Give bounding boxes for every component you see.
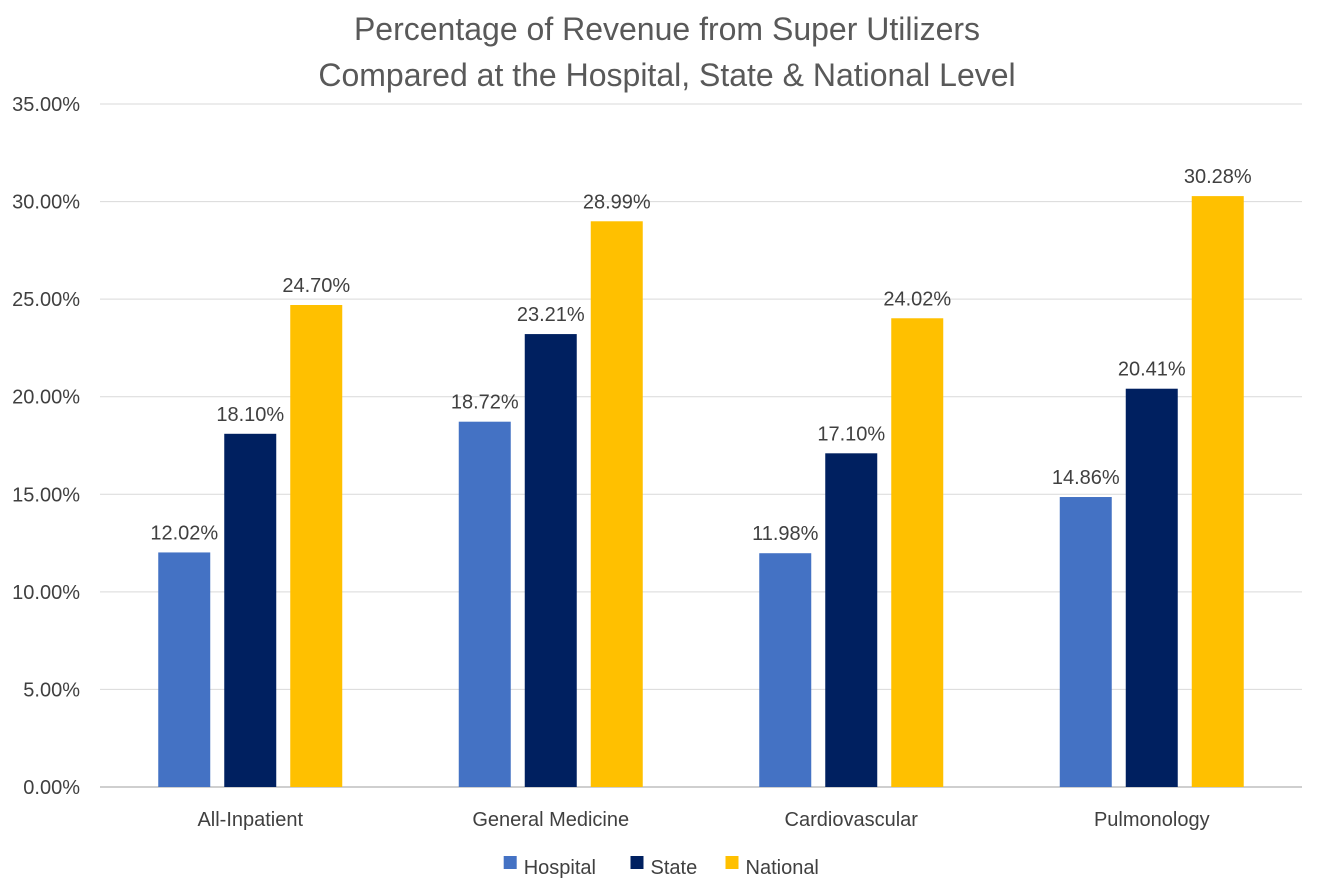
y-tick-label: 30.00% xyxy=(12,192,80,214)
data-label: 18.10% xyxy=(216,404,284,426)
bar-national-2 xyxy=(891,318,944,787)
bar-state-2 xyxy=(825,453,878,787)
data-label: 20.41% xyxy=(1118,359,1186,381)
y-tick-label: 25.00% xyxy=(12,289,80,311)
y-tick-label: 20.00% xyxy=(12,387,80,409)
bar-hospital-3 xyxy=(1059,497,1112,787)
bar-hospital-0 xyxy=(158,552,211,787)
bar-hospital-1 xyxy=(458,421,511,787)
legend-label-hospital: Hospital xyxy=(524,857,596,879)
y-tick-label: 35.00% xyxy=(12,94,80,116)
y-tick-label: 15.00% xyxy=(12,484,80,506)
legend-label-national: National xyxy=(746,857,819,879)
data-label: 24.02% xyxy=(883,288,951,310)
x-axis-ticks: All-Inpatient General Medicine Cardiovascu… xyxy=(197,809,1209,831)
x-tick-label: All-Inpatient xyxy=(197,809,303,831)
x-tick-label: Cardiovascular xyxy=(785,809,919,831)
chart-title-line: Percentage of Revenue from Super Utilize… xyxy=(354,11,980,47)
bar-state-0 xyxy=(224,433,277,787)
bar-state-1 xyxy=(524,334,577,787)
bar-national-3 xyxy=(1191,196,1244,787)
bar-national-0 xyxy=(290,304,343,787)
legend: Hospital State National xyxy=(503,856,819,879)
data-label: 30.28% xyxy=(1184,166,1252,188)
bar-national-1 xyxy=(590,221,643,787)
legend-label-state: State xyxy=(651,857,698,879)
data-label: 28.99% xyxy=(583,191,651,213)
y-tick-label: 0.00% xyxy=(23,777,80,799)
gridlines xyxy=(100,103,1302,788)
chart-title-line: Compared at the Hospital, State & Nation… xyxy=(318,57,1015,93)
data-label: 18.72% xyxy=(451,392,519,414)
legend-swatch-hospital xyxy=(503,856,517,869)
data-label: 24.70% xyxy=(282,275,350,297)
bars xyxy=(158,196,1244,787)
y-tick-label: 10.00% xyxy=(12,582,80,604)
data-label: 12.02% xyxy=(150,522,218,544)
bar-hospital-2 xyxy=(759,553,812,787)
y-axis-ticks: 0.00% 5.00% 10.00% 15.00% 20.00% 25.00% 30.00%… xyxy=(12,94,80,799)
data-label: 14.86% xyxy=(1052,467,1120,489)
data-labels: 12.02% 18.10% 24.70% 18.72% 23.21% 28.99% 11.9… xyxy=(150,166,1252,545)
legend-swatch-national xyxy=(725,856,739,869)
x-tick-label: Pulmonology xyxy=(1094,809,1210,831)
data-label: 11.98% xyxy=(752,523,819,545)
y-tick-label: 5.00% xyxy=(23,679,80,701)
data-label: 17.10% xyxy=(817,423,885,445)
bar-state-3 xyxy=(1125,388,1178,787)
legend-swatch-state xyxy=(630,856,644,869)
data-label: 23.21% xyxy=(517,304,585,326)
chart-title: Percentage of Revenue from Super Utilize… xyxy=(318,11,1015,93)
x-tick-label: General Medicine xyxy=(472,809,629,831)
